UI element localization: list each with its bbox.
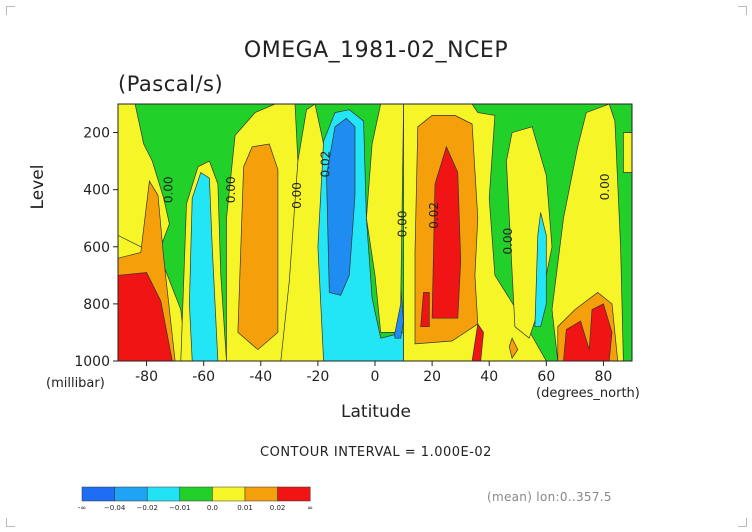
region-positive-north-edge bbox=[623, 132, 632, 173]
colorbar-label: −0.02 bbox=[136, 504, 157, 512]
colorbar-swatch bbox=[277, 486, 311, 502]
contour-label: 0.02 bbox=[427, 202, 441, 229]
x-tick-label: 60 bbox=[537, 369, 555, 385]
corner-mark-bottom-left bbox=[6, 518, 15, 527]
x-tick-label: 20 bbox=[423, 369, 441, 385]
contour-label: 0.00 bbox=[598, 173, 612, 200]
region-strong-75n bbox=[563, 303, 613, 361]
region-negative-58n bbox=[534, 212, 547, 328]
corner-mark-top-left bbox=[6, 6, 15, 15]
x-tick-label: -40 bbox=[249, 369, 272, 385]
y-axis-label: Level bbox=[28, 164, 48, 210]
colorbar-label: 0.02 bbox=[270, 504, 286, 512]
x-tick-label: 40 bbox=[480, 369, 498, 385]
region-strong-25n bbox=[431, 145, 462, 319]
corner-mark-bottom-right bbox=[738, 518, 747, 527]
colorbar-label: ∞ bbox=[307, 504, 313, 512]
y-tick-label: 800 bbox=[83, 297, 110, 313]
contour-label: 0.02 bbox=[318, 151, 332, 178]
region-mid-48n bbox=[508, 337, 519, 359]
colorbar-swatch bbox=[146, 486, 181, 502]
colorbar-swatch bbox=[212, 486, 246, 502]
x-tick-label: -80 bbox=[135, 369, 158, 385]
region-mid-40s bbox=[237, 143, 279, 351]
contour-interval-text: CONTOUR INTERVAL = 1.000E-02 bbox=[260, 445, 492, 460]
region-strong-36n bbox=[471, 322, 484, 361]
chart-title: OMEGA_1981-02_NCEP bbox=[243, 38, 509, 63]
chart-units: (Pascal/s) bbox=[118, 72, 224, 96]
region-negative-60s bbox=[189, 171, 219, 361]
colorbar-swatch bbox=[179, 486, 213, 502]
y-tick-label: 200 bbox=[83, 126, 110, 142]
region-positive-5n bbox=[366, 104, 404, 333]
colorbar-swatch bbox=[244, 486, 278, 502]
corner-mark-top-right bbox=[738, 6, 747, 15]
region-positive-75n bbox=[551, 104, 624, 361]
x-axis-label: Latitude bbox=[341, 402, 411, 422]
x-axis-units: (degrees_north) bbox=[536, 386, 640, 401]
region-strong-18n bbox=[420, 292, 430, 328]
averaging-note: (mean) lon:0..357.5 bbox=[487, 490, 612, 504]
x-tick-label: 0 bbox=[371, 369, 380, 385]
y-tick-label: 400 bbox=[83, 183, 110, 199]
contour-label: 0.00 bbox=[161, 176, 175, 203]
y-tick-label: 1000 bbox=[74, 354, 110, 370]
y-axis-units: (millibar) bbox=[46, 376, 105, 391]
contour-label: 0.00 bbox=[395, 211, 409, 238]
x-tick-label: -60 bbox=[192, 369, 215, 385]
colorbar-label: −0.04 bbox=[104, 504, 126, 512]
region-strong-south bbox=[118, 272, 173, 361]
x-tick-label: 80 bbox=[595, 369, 613, 385]
colorbar-label: −0.01 bbox=[169, 504, 190, 512]
region-negative-strong-15s bbox=[326, 117, 356, 296]
contour-label: 0.00 bbox=[290, 182, 304, 209]
y-tick-label: 600 bbox=[83, 240, 110, 256]
x-tick-label: -20 bbox=[306, 369, 329, 385]
colorbar-label: 0.01 bbox=[237, 504, 253, 512]
colorbar-swatch bbox=[81, 486, 115, 502]
colorbar-label: -∞ bbox=[78, 504, 86, 512]
colorbar-swatch bbox=[114, 486, 148, 502]
contour-label: 0.00 bbox=[224, 176, 238, 203]
colorbar-label: 0.0 bbox=[207, 504, 218, 512]
contour-label: 0.00 bbox=[501, 228, 515, 255]
